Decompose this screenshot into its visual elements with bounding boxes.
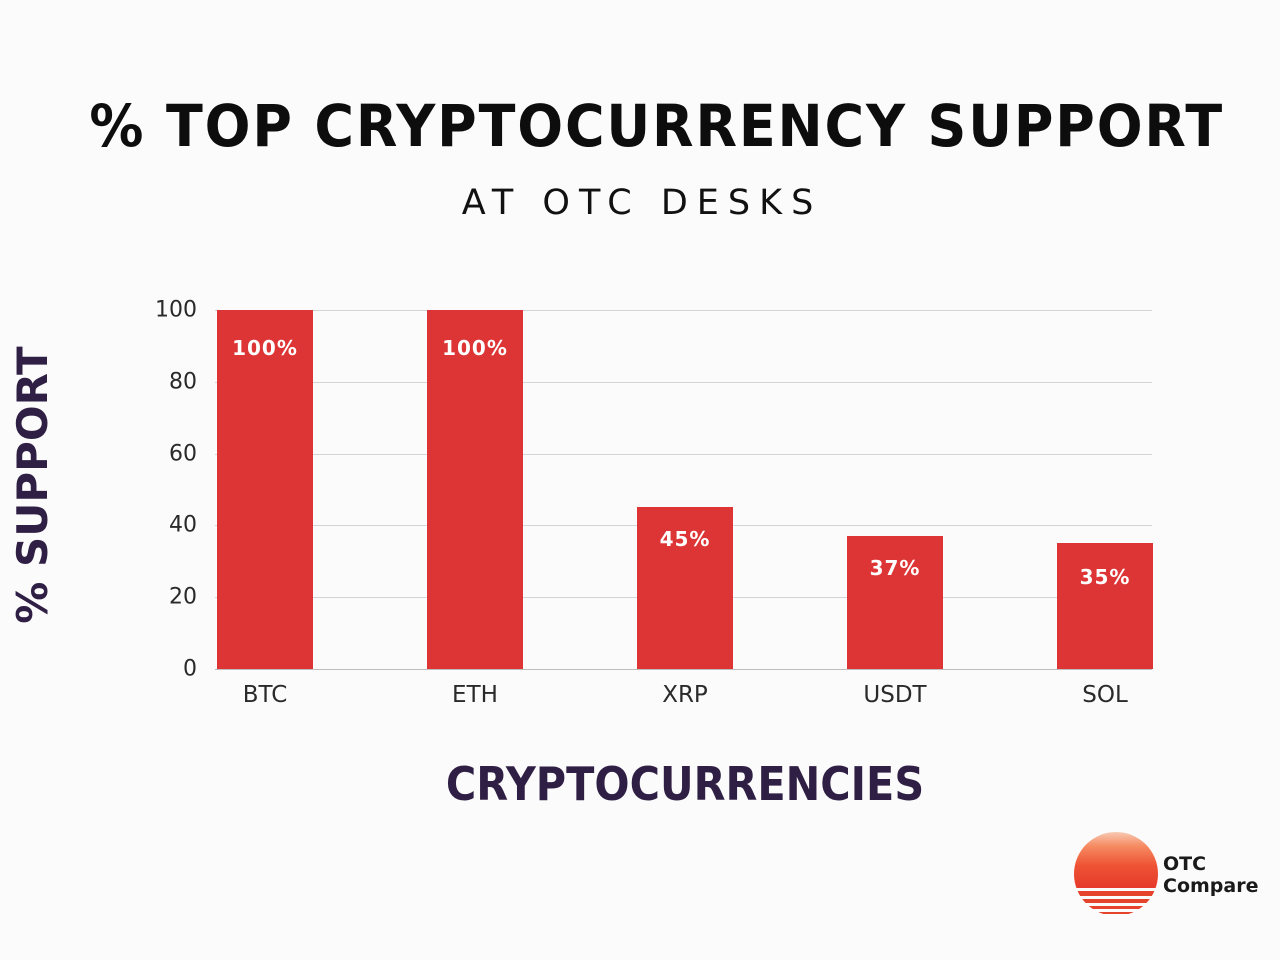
bar-xrp: 45% [637, 507, 733, 669]
bar-value-label: 35% [1079, 565, 1131, 590]
brand-line-2: Compare [1163, 875, 1259, 897]
gridline [215, 669, 1152, 670]
otc-compare-logo-icon [1074, 832, 1158, 916]
y-tick-label: 0 [183, 656, 197, 682]
bar-eth: 100% [427, 310, 523, 669]
y-tick-label: 40 [169, 512, 197, 538]
gridline [215, 310, 1152, 311]
x-tick-label: USDT [863, 682, 927, 708]
bar-btc: 100% [217, 310, 313, 669]
x-tick-label: BTC [242, 682, 288, 708]
bar-value-label: 37% [869, 556, 921, 581]
brand-name: OTC Compare [1163, 853, 1258, 897]
brand-line-1: OTC [1163, 853, 1207, 875]
chart-title: % TOP CRYPTOCURRENCY SUPPORT [89, 92, 1225, 160]
bar-usdt: 37% [847, 536, 943, 669]
plot-area: 100% 100% 45% 37% 35% [215, 310, 1153, 670]
bar-value-label: 100% [232, 336, 298, 360]
bar-sol: 35% [1057, 543, 1153, 669]
bar-value-label: 100% [442, 336, 508, 360]
y-tick-label: 20 [169, 584, 197, 610]
y-axis-label: % SUPPORT [8, 346, 57, 624]
x-tick-label: ETH [452, 682, 498, 708]
gridline [215, 453, 1152, 455]
gridline [215, 381, 1152, 383]
y-tick-label: 100 [155, 297, 197, 323]
x-tick-label: SOL [1082, 682, 1128, 708]
bar-value-label: 45% [659, 527, 711, 552]
y-tick-label: 60 [169, 441, 197, 467]
chart-subtitle: AT OTC DESKS [461, 183, 823, 223]
y-tick-label: 80 [169, 369, 197, 395]
x-axis-label: CRYPTOCURRENCIES [445, 757, 925, 811]
x-tick-label: XRP [662, 682, 708, 708]
